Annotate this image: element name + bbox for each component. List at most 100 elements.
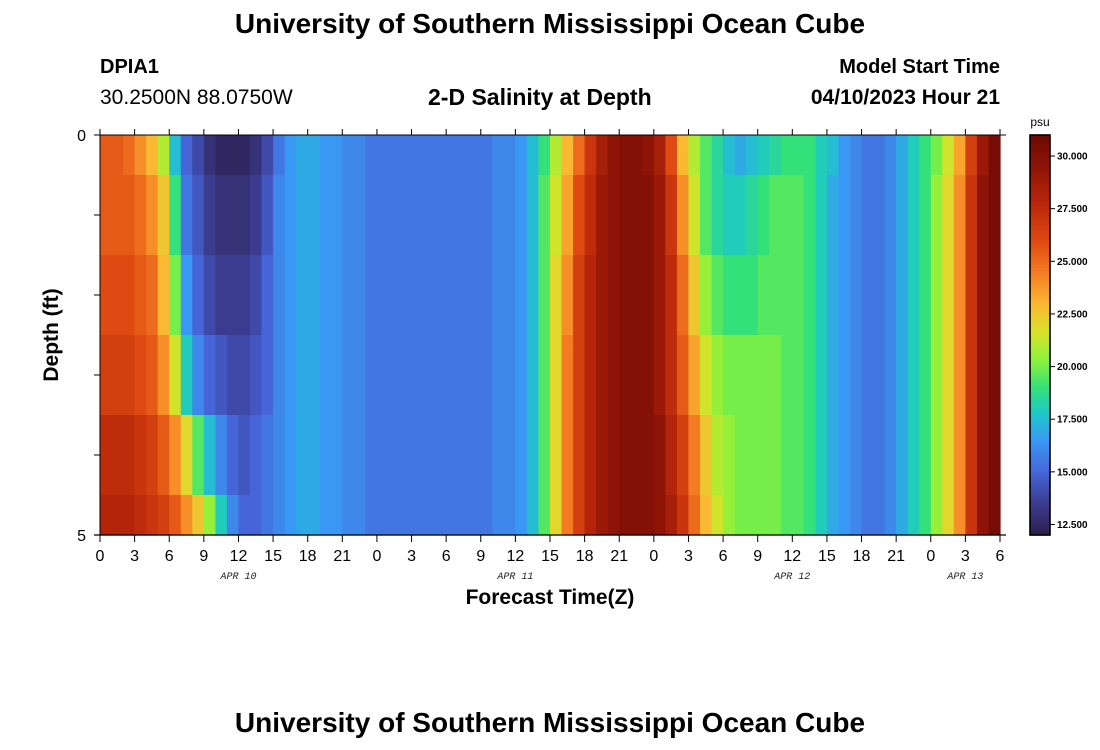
colorbar-swatch bbox=[1030, 227, 1050, 231]
heatmap-cell bbox=[226, 495, 240, 536]
heatmap-cell bbox=[688, 415, 701, 496]
heatmap-cell bbox=[111, 255, 124, 336]
heatmap-cell bbox=[469, 495, 482, 536]
heatmap-cell bbox=[723, 135, 736, 176]
colorbar-swatch bbox=[1030, 295, 1050, 299]
colorbar-swatch bbox=[1030, 217, 1050, 221]
heatmap-cell bbox=[469, 415, 482, 496]
colorbar-swatch bbox=[1030, 382, 1050, 386]
heatmap-cell bbox=[676, 335, 690, 416]
heatmap-cell bbox=[873, 335, 886, 416]
heatmap-cell bbox=[296, 335, 309, 416]
colorbar-swatch bbox=[1030, 222, 1050, 226]
heatmap-cell bbox=[238, 415, 251, 496]
heatmap-cell bbox=[376, 415, 390, 496]
heatmap-cell bbox=[757, 495, 770, 536]
heatmap-cell bbox=[838, 255, 851, 336]
heatmap-cell bbox=[134, 175, 147, 256]
heatmap-cell bbox=[896, 175, 909, 256]
colorbar-swatch bbox=[1030, 365, 1050, 369]
heatmap-cell bbox=[873, 415, 886, 496]
colorbar-swatch bbox=[1030, 530, 1050, 534]
heatmap-cell bbox=[757, 255, 770, 336]
heatmap-cell bbox=[573, 255, 586, 336]
heatmap-cell bbox=[884, 135, 897, 176]
colorbar-swatch bbox=[1030, 490, 1050, 494]
colorbar-swatch bbox=[1030, 527, 1050, 531]
heatmap-cell bbox=[250, 495, 263, 536]
heatmap-cell bbox=[930, 175, 943, 256]
heatmap-cell bbox=[307, 255, 320, 336]
heatmap-cell bbox=[826, 255, 840, 336]
colorbar-swatch bbox=[1030, 312, 1050, 316]
heatmap-cell bbox=[873, 135, 886, 176]
heatmap-cell bbox=[157, 415, 170, 496]
heatmap-cell bbox=[780, 335, 793, 416]
colorbar-swatch bbox=[1030, 135, 1050, 139]
x-tick-label: 0 bbox=[96, 548, 105, 565]
heatmap-cell bbox=[146, 415, 159, 496]
colorbar-swatch bbox=[1030, 415, 1050, 419]
heatmap-cell bbox=[134, 135, 147, 176]
heatmap-cell bbox=[942, 255, 955, 336]
heatmap-cell bbox=[342, 335, 355, 416]
heatmap-cell bbox=[826, 135, 840, 176]
heatmap-cell bbox=[526, 335, 540, 416]
heatmap-cell bbox=[850, 415, 863, 496]
heatmap-cell bbox=[976, 175, 990, 256]
colorbar-tick-label: 20.000 bbox=[1057, 362, 1088, 373]
colorbar-swatch bbox=[1030, 405, 1050, 409]
colorbar-swatch bbox=[1030, 205, 1050, 209]
heatmap-cell bbox=[780, 415, 793, 496]
colorbar-swatch bbox=[1030, 422, 1050, 426]
heatmap-cell bbox=[457, 495, 470, 536]
heatmap-cell bbox=[492, 175, 505, 256]
heatmap-cell bbox=[226, 135, 240, 176]
colorbar-swatch bbox=[1030, 350, 1050, 354]
heatmap-cell bbox=[642, 175, 655, 256]
heatmap-cell bbox=[492, 495, 505, 536]
colorbar-swatch bbox=[1030, 180, 1050, 184]
heatmap-cell bbox=[769, 495, 782, 536]
heatmap-cell bbox=[307, 335, 320, 416]
heatmap-cell bbox=[630, 415, 643, 496]
heatmap-cell bbox=[746, 135, 759, 176]
heatmap-cell bbox=[976, 495, 990, 536]
x-tick-label: 3 bbox=[407, 548, 416, 565]
heatmap-cell bbox=[296, 135, 309, 176]
heatmap-cell bbox=[250, 175, 263, 256]
heatmap-cell bbox=[653, 135, 666, 176]
heatmap-cells bbox=[100, 135, 1001, 536]
heatmap-cell bbox=[538, 255, 551, 336]
heatmap-cell bbox=[976, 135, 990, 176]
colorbar-swatch bbox=[1030, 310, 1050, 314]
colorbar-swatch bbox=[1030, 322, 1050, 326]
heatmap-cell bbox=[457, 175, 470, 256]
heatmap-cell bbox=[515, 335, 528, 416]
heatmap-cell bbox=[123, 135, 136, 176]
heatmap-cell bbox=[284, 415, 297, 496]
colorbar-swatch bbox=[1030, 320, 1050, 324]
heatmap-cell bbox=[157, 175, 170, 256]
x-tick-label: 9 bbox=[199, 548, 208, 565]
x-day-label: APR 10 bbox=[219, 572, 256, 583]
heatmap-cell bbox=[388, 415, 401, 496]
colorbar-swatch bbox=[1030, 327, 1050, 331]
heatmap-cell bbox=[792, 415, 805, 496]
heatmap-cell bbox=[503, 335, 516, 416]
heatmap-cell bbox=[111, 335, 124, 416]
heatmap-cell bbox=[342, 415, 355, 496]
heatmap-cell bbox=[192, 495, 205, 536]
heatmap-cell bbox=[192, 175, 205, 256]
heatmap-cell bbox=[596, 335, 609, 416]
heatmap-cell bbox=[723, 415, 736, 496]
heatmap-cell bbox=[388, 175, 401, 256]
heatmap-cell bbox=[400, 175, 413, 256]
heatmap-cell bbox=[711, 255, 724, 336]
heatmap-cell bbox=[665, 135, 678, 176]
heatmap-cell bbox=[965, 495, 978, 536]
colorbar-swatch bbox=[1030, 337, 1050, 341]
heatmap-cell bbox=[250, 415, 263, 496]
colorbar-swatch bbox=[1030, 212, 1050, 216]
heatmap-cell bbox=[642, 255, 655, 336]
